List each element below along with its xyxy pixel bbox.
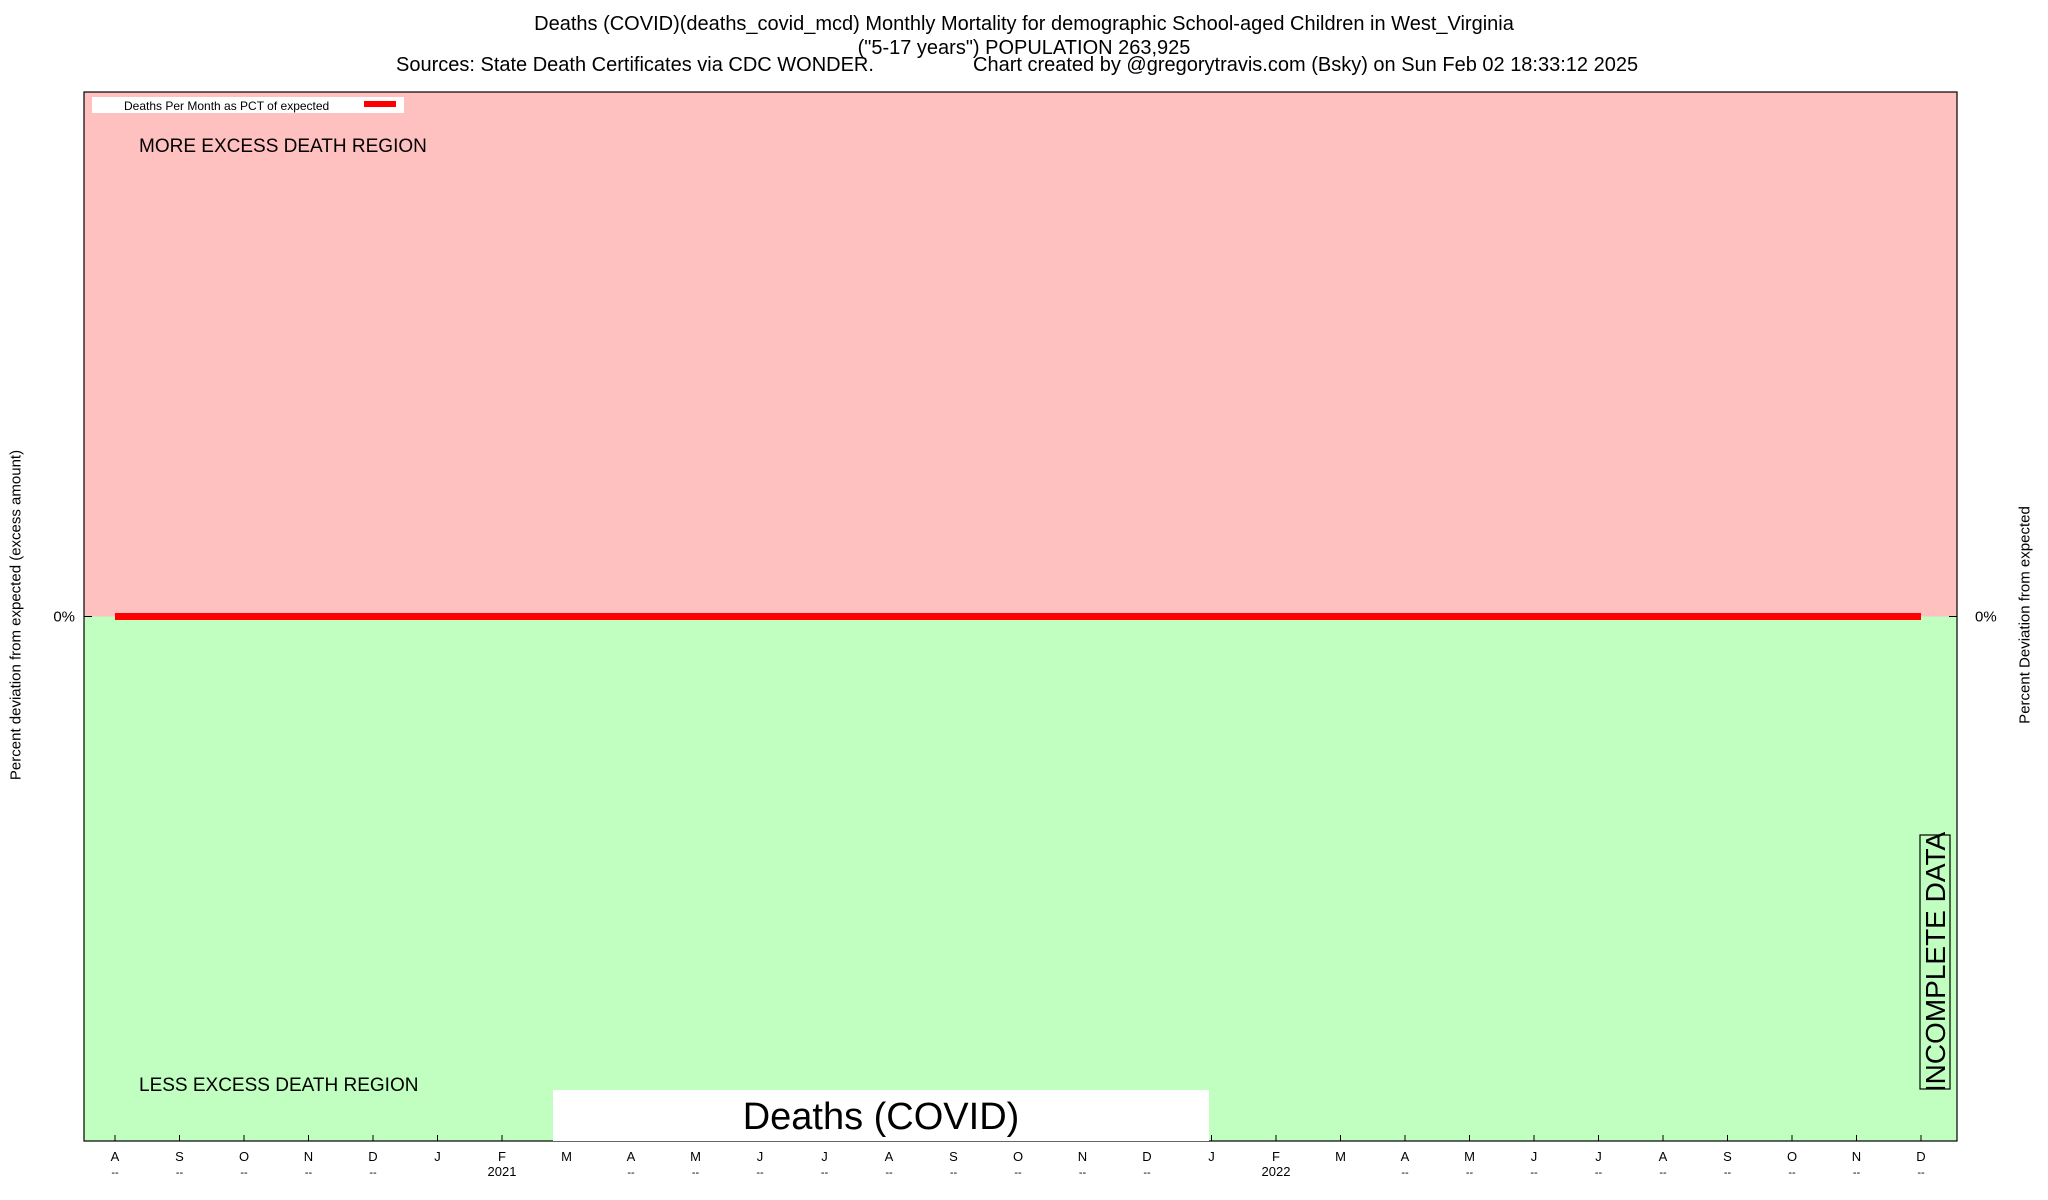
x-tick-label: A: [627, 1149, 636, 1164]
x-tick-sublabel: --: [240, 1167, 248, 1179]
bottom-label: Deaths (COVID): [553, 1090, 1209, 1141]
x-tick-label: M: [1464, 1149, 1475, 1164]
chart-legend: Deaths Per Month as PCT of expected: [92, 97, 404, 113]
x-tick-sublabel: --: [1659, 1167, 1667, 1179]
legend-box: [92, 97, 404, 113]
x-tick-label: S: [949, 1149, 958, 1164]
x-tick-label: O: [239, 1149, 249, 1164]
x-tick-label: D: [1142, 1149, 1151, 1164]
x-tick-label: A: [1659, 1149, 1668, 1164]
x-tick-sublabel: --: [369, 1167, 377, 1179]
y-tick-label-left: 0%: [53, 609, 75, 626]
x-tick-sublabel: --: [1853, 1167, 1861, 1179]
more-excess-region: [84, 92, 1957, 617]
chart-sources-row: Sources: State Death Certificates via CD…: [0, 54, 2048, 78]
incomplete-data-box: [1919, 834, 1951, 1090]
x-tick-sublabel: --: [111, 1167, 119, 1179]
x-tick-sublabel: --: [1530, 1167, 1538, 1179]
x-tick-label: D: [1916, 1149, 1925, 1164]
x-tick-sublabel: --: [1595, 1167, 1603, 1179]
x-tick-sublabel: 2021: [488, 1164, 517, 1179]
chart-sources: Sources: State Death Certificates via CD…: [396, 54, 874, 76]
bottom-label-text: Deaths (COVID): [743, 1096, 1020, 1138]
x-tick-label: J: [757, 1149, 764, 1164]
x-tick-sublabel: --: [1724, 1167, 1732, 1179]
x-tick-label: O: [1787, 1149, 1797, 1164]
x-tick-label: D: [368, 1149, 377, 1164]
chart-title-line-2: ("5-17 years") POPULATION 263,925: [857, 37, 1191, 59]
x-tick-sublabel: --: [1788, 1167, 1796, 1179]
x-tick-sublabel: --: [821, 1167, 829, 1179]
y-tick-label-right: 0%: [1975, 609, 1997, 626]
x-tick-label: S: [1723, 1149, 1732, 1164]
x-tick-label: J: [1208, 1149, 1215, 1164]
incomplete-data-marker: INCOMPLETE DATA: [1919, 832, 1951, 1093]
less-excess-region: [84, 616, 1957, 1141]
x-tick-sublabel: --: [1079, 1167, 1087, 1179]
x-tick-sublabel: --: [1014, 1167, 1022, 1179]
less-excess-region-label: LESS EXCESS DEATH REGION: [139, 1075, 418, 1096]
x-tick-label: M: [690, 1149, 701, 1164]
x-tick-sublabel: --: [692, 1167, 700, 1179]
x-tick-label: J: [1595, 1149, 1602, 1164]
x-tick-sublabel: --: [305, 1167, 313, 1179]
x-tick-label: N: [1078, 1149, 1087, 1164]
x-tick-label: M: [1335, 1149, 1346, 1164]
x-tick-sublabel: --: [756, 1167, 764, 1179]
x-tick-label: A: [111, 1149, 120, 1164]
x-tick-label: F: [1272, 1149, 1280, 1164]
x-tick-label: J: [1531, 1149, 1538, 1164]
x-tick-label: N: [304, 1149, 313, 1164]
legend-label: Deaths Per Month as PCT of expected: [124, 99, 329, 113]
chart-credit: Chart created by @gregorytravis.com (Bsk…: [973, 54, 1639, 76]
x-tick-sublabel: --: [627, 1167, 635, 1179]
x-tick-label: J: [434, 1149, 441, 1164]
more-excess-region-label: MORE EXCESS DEATH REGION: [139, 136, 427, 157]
x-tick-sublabel: --: [885, 1167, 893, 1179]
chart-title-line-1: Deaths (COVID)(deaths_covid_mcd) Monthly…: [534, 13, 1514, 35]
x-tick-label: A: [1401, 1149, 1410, 1164]
x-tick-label: F: [498, 1149, 506, 1164]
incomplete-data-label: INCOMPLETE DATA: [1920, 832, 1951, 1093]
x-tick-label: J: [821, 1149, 828, 1164]
x-tick-sublabel: --: [1143, 1167, 1151, 1179]
x-tick-label: M: [561, 1149, 572, 1164]
x-tick-sublabel: --: [950, 1167, 958, 1179]
bottom-label-box: [553, 1090, 1209, 1141]
x-tick-label: O: [1013, 1149, 1023, 1164]
x-tick-sublabel: --: [1401, 1167, 1409, 1179]
x-tick-sublabel: --: [1917, 1167, 1925, 1179]
x-tick-sublabel: --: [176, 1167, 184, 1179]
x-tick-label: N: [1852, 1149, 1861, 1164]
chart-title: Deaths (COVID)(deaths_covid_mcd) Monthly…: [0, 12, 2048, 60]
x-tick-label: S: [175, 1149, 184, 1164]
x-tick-label: A: [885, 1149, 894, 1164]
x-tick-sublabel: --: [1466, 1167, 1474, 1179]
x-tick-sublabel: 2022: [1262, 1164, 1291, 1179]
